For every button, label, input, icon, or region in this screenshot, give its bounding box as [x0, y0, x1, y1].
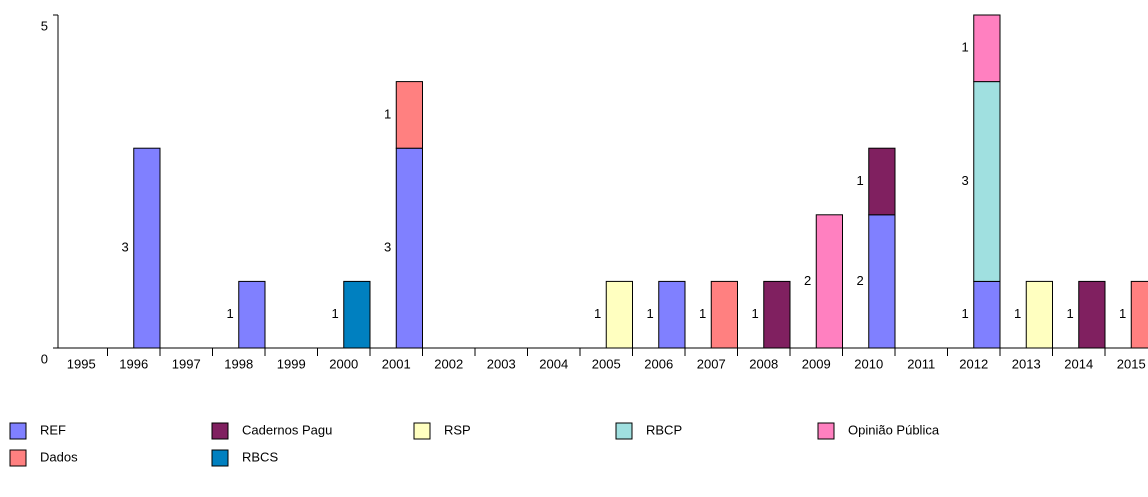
- data-label: 3: [384, 240, 391, 255]
- legend-swatch: [211, 449, 229, 467]
- bar-segment: [1078, 280, 1106, 349]
- bar-segment: [133, 147, 161, 349]
- bar-segment: [1130, 280, 1148, 349]
- legend-label: REF: [40, 422, 66, 437]
- bar-segment: [868, 214, 896, 349]
- legend-swatch: [817, 422, 835, 440]
- bar-segment: [658, 280, 686, 349]
- legend-label: Cadernos Pagu: [242, 422, 332, 437]
- bar-segment: [395, 147, 423, 349]
- data-label: 1: [1067, 306, 1074, 321]
- legend-label: RBCS: [242, 449, 278, 464]
- x-tick-label: 2004: [539, 356, 568, 371]
- x-tick-label: 2012: [959, 356, 988, 371]
- bar-segment: [710, 280, 738, 349]
- x-tick-label: 2010: [854, 356, 883, 371]
- bar-segment: [238, 280, 266, 349]
- x-tick-label: 1998: [224, 356, 253, 371]
- x-tick-label: 2003: [487, 356, 516, 371]
- data-label: 1: [857, 173, 864, 188]
- x-tick-label: 2008: [749, 356, 778, 371]
- data-label: 1: [699, 306, 706, 321]
- x-tick-label: 1995: [67, 356, 96, 371]
- y-tick-label: 5: [41, 18, 48, 33]
- bar-segment: [763, 280, 791, 349]
- bar-segment: [815, 214, 843, 349]
- x-tick-label: 2014: [1064, 356, 1093, 371]
- x-tick-label: 1996: [119, 356, 148, 371]
- bar-segment: [605, 280, 633, 349]
- data-label: 2: [857, 273, 864, 288]
- data-label: 3: [962, 173, 969, 188]
- legend-swatch: [9, 422, 27, 440]
- x-tick-label: 1997: [172, 356, 201, 371]
- bar-segment: [973, 280, 1001, 349]
- legend-label: Dados: [40, 449, 78, 464]
- bar-segment: [868, 147, 896, 216]
- x-tick-label: 2007: [697, 356, 726, 371]
- x-tick-label: 2000: [329, 356, 358, 371]
- data-label: 1: [1014, 306, 1021, 321]
- bar-segment: [1025, 280, 1053, 349]
- x-tick-label: 2006: [644, 356, 673, 371]
- data-label: 1: [647, 306, 654, 321]
- data-label: 1: [752, 306, 759, 321]
- y-tick-label: 0: [41, 351, 48, 366]
- legend-swatch: [615, 422, 633, 440]
- data-label: 2: [804, 273, 811, 288]
- data-label: 1: [332, 306, 339, 321]
- x-tick-label: 2005: [592, 356, 621, 371]
- legend-label: RBCP: [646, 422, 682, 437]
- legend-label: Opinião Pública: [848, 422, 940, 437]
- bar-segment: [973, 81, 1001, 282]
- data-label: 1: [594, 306, 601, 321]
- bar-segment: [973, 14, 1001, 83]
- data-label: 1: [227, 306, 234, 321]
- legend-swatch: [413, 422, 431, 440]
- legend-swatch: [9, 449, 27, 467]
- bar-segment: [395, 81, 423, 149]
- data-label: 1: [962, 306, 969, 321]
- legend-label: RSP: [444, 422, 471, 437]
- x-tick-label: 2011: [907, 356, 935, 371]
- x-tick-label: 2015: [1117, 356, 1146, 371]
- data-label: 1: [1119, 306, 1126, 321]
- x-tick-label: 2013: [1012, 356, 1041, 371]
- x-tick-label: 2009: [802, 356, 831, 371]
- data-label: 1: [384, 106, 391, 121]
- legend-swatch: [211, 422, 229, 440]
- x-tick-label: 1999: [277, 356, 306, 371]
- data-label: 3: [122, 240, 129, 255]
- x-tick-label: 2001: [382, 356, 411, 371]
- x-tick-label: 2002: [434, 356, 463, 371]
- data-label: 1: [962, 40, 969, 55]
- bar-segment: [343, 280, 371, 349]
